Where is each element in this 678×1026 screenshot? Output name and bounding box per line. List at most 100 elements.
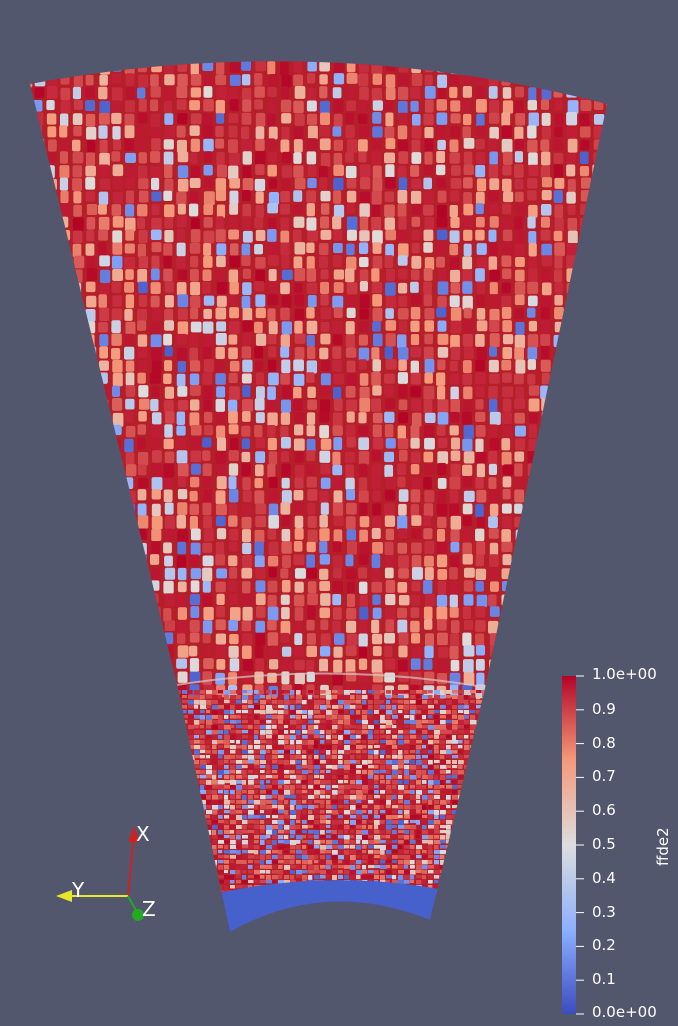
field-cell bbox=[236, 690, 243, 694]
field-cell bbox=[464, 720, 470, 725]
field-cell bbox=[314, 860, 319, 864]
field-cell bbox=[59, 555, 71, 568]
field-cell bbox=[372, 307, 383, 322]
field-cell bbox=[356, 865, 361, 869]
field-cell bbox=[464, 810, 471, 815]
field-cell bbox=[398, 74, 409, 87]
field-cell bbox=[411, 152, 422, 164]
field-cell bbox=[464, 865, 471, 869]
field-cell bbox=[463, 61, 474, 75]
field-cell bbox=[72, 282, 82, 295]
field-cell bbox=[260, 860, 265, 865]
field-cell bbox=[344, 855, 350, 859]
field-cell bbox=[255, 191, 264, 204]
field-cell bbox=[540, 99, 550, 110]
field-cell bbox=[440, 800, 447, 805]
field-cell bbox=[308, 835, 315, 839]
field-cell bbox=[260, 715, 267, 720]
field-cell bbox=[346, 203, 355, 214]
field-cell bbox=[170, 745, 177, 749]
field-cell bbox=[170, 805, 175, 810]
field-cell bbox=[380, 745, 387, 749]
field-cell bbox=[194, 800, 201, 805]
field-cell bbox=[150, 86, 161, 98]
field-cell bbox=[260, 695, 266, 699]
field-cell bbox=[482, 875, 487, 880]
field-cell bbox=[242, 755, 248, 759]
field-cell bbox=[554, 593, 565, 605]
field-cell bbox=[236, 810, 243, 814]
field-cell bbox=[488, 463, 498, 475]
field-cell bbox=[374, 785, 379, 789]
field-cell bbox=[368, 835, 374, 839]
field-cell bbox=[446, 785, 453, 789]
field-cell bbox=[488, 61, 497, 73]
field-cell bbox=[326, 690, 332, 695]
field-cell bbox=[308, 760, 313, 765]
field-cell bbox=[540, 658, 551, 672]
field-cell bbox=[470, 820, 475, 825]
field-cell bbox=[194, 740, 200, 744]
field-cell bbox=[338, 800, 343, 805]
field-cell bbox=[176, 845, 183, 849]
field-cell bbox=[260, 730, 266, 735]
field-cell bbox=[21, 516, 30, 526]
field-cell bbox=[72, 295, 82, 306]
field-cell bbox=[476, 256, 488, 270]
field-cell bbox=[416, 795, 421, 800]
field-cell bbox=[150, 580, 160, 591]
field-cell bbox=[434, 850, 441, 854]
field-cell bbox=[111, 490, 121, 504]
field-cell bbox=[202, 567, 213, 582]
field-cell bbox=[380, 800, 386, 805]
field-cell bbox=[333, 282, 344, 293]
field-cell bbox=[463, 386, 473, 400]
field-cell bbox=[514, 86, 525, 98]
field-cell bbox=[488, 840, 493, 845]
field-cell bbox=[320, 463, 331, 475]
field-cell bbox=[358, 477, 368, 492]
inner-core-band bbox=[210, 880, 445, 932]
field-cell bbox=[494, 850, 499, 855]
field-cell bbox=[410, 100, 419, 112]
field-cell bbox=[416, 760, 422, 765]
field-cell bbox=[410, 795, 417, 800]
field-cell bbox=[151, 450, 162, 463]
field-cell bbox=[242, 320, 253, 332]
field-cell bbox=[411, 528, 422, 539]
field-cell bbox=[593, 633, 604, 644]
field-cell bbox=[284, 690, 291, 694]
field-cell bbox=[580, 568, 589, 579]
field-cell bbox=[386, 765, 393, 770]
field-cell bbox=[218, 800, 224, 805]
field-cell bbox=[216, 243, 227, 256]
field-cell bbox=[502, 398, 512, 412]
field-cell bbox=[488, 870, 493, 875]
field-cell bbox=[362, 805, 368, 809]
field-cell bbox=[215, 541, 225, 556]
field-cell bbox=[345, 321, 355, 335]
field-cell bbox=[34, 294, 44, 306]
field-cell bbox=[344, 780, 349, 784]
field-cell bbox=[170, 885, 177, 889]
field-cell bbox=[125, 190, 135, 204]
field-cell bbox=[358, 437, 370, 450]
field-cell bbox=[290, 705, 295, 710]
field-cell bbox=[307, 61, 317, 72]
field-cell bbox=[176, 790, 181, 794]
field-cell bbox=[593, 191, 605, 202]
field-cell bbox=[422, 725, 429, 729]
field-cell bbox=[332, 216, 342, 230]
field-cell bbox=[294, 242, 306, 255]
field-cell bbox=[514, 100, 524, 114]
field-cell bbox=[358, 450, 370, 465]
field-cell bbox=[501, 359, 512, 371]
field-cell bbox=[203, 425, 214, 436]
field-cell bbox=[188, 710, 194, 714]
field-cell bbox=[320, 785, 326, 789]
field-cell bbox=[188, 825, 195, 830]
field-cell bbox=[540, 359, 551, 372]
field-cell bbox=[319, 165, 328, 180]
